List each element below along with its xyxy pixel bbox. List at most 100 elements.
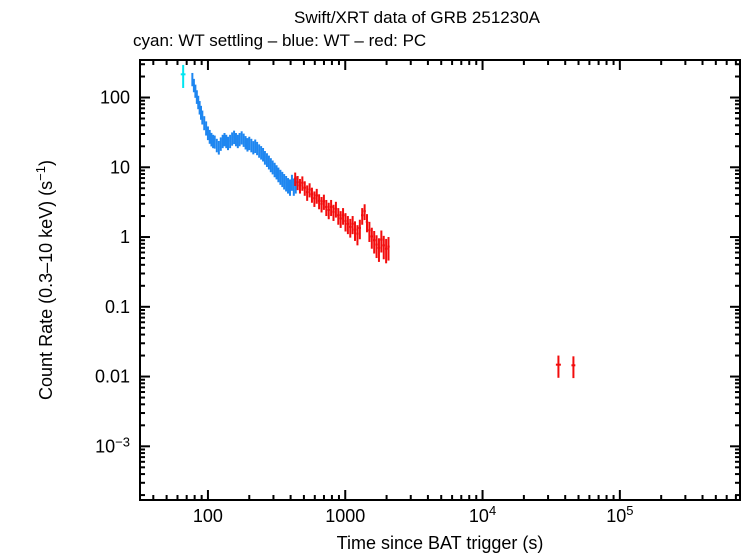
data-point	[246, 138, 249, 152]
data-point	[356, 225, 359, 246]
data-point	[293, 172, 297, 186]
chart-legend: cyan: WT settling – blue: WT – red: PC	[133, 31, 426, 50]
data-point	[191, 72, 194, 87]
data-point	[555, 355, 561, 378]
y-tick-label: 0.01	[95, 367, 130, 387]
data-point	[382, 235, 385, 260]
data-point	[375, 235, 378, 259]
data-point	[203, 116, 206, 131]
data-point	[339, 211, 342, 228]
data-point	[213, 135, 216, 149]
data-point	[377, 238, 381, 262]
data-point	[313, 191, 316, 207]
data-point	[344, 213, 347, 232]
data-point	[215, 138, 218, 153]
data-point	[227, 136, 230, 151]
data-point	[337, 208, 340, 225]
x-axis-label: Time since BAT trigger (s)	[337, 533, 544, 553]
data-point	[287, 178, 290, 194]
data-point	[252, 141, 255, 155]
data-point	[298, 178, 302, 194]
data-point	[370, 227, 373, 249]
data-point	[361, 208, 364, 225]
data-point	[269, 158, 272, 173]
data-point	[275, 165, 278, 180]
data-point	[234, 133, 237, 147]
data-point	[325, 199, 328, 217]
x-tick-label: 105	[606, 503, 633, 526]
data-point	[283, 174, 286, 190]
data-point	[365, 214, 369, 233]
data-point	[322, 194, 326, 210]
data-point	[263, 151, 266, 165]
data-point	[380, 230, 383, 253]
data-point	[320, 196, 323, 213]
data-point	[229, 134, 232, 149]
data-point	[212, 134, 215, 149]
data-point	[248, 136, 251, 151]
data-point	[358, 219, 362, 240]
data-point	[267, 155, 270, 170]
data-point	[387, 237, 390, 261]
data-point	[240, 131, 243, 145]
data-point	[317, 194, 321, 210]
data-point	[201, 110, 204, 125]
data-point	[192, 78, 195, 93]
data-point	[225, 134, 228, 149]
data-point	[258, 144, 261, 158]
data-point	[315, 188, 318, 204]
data-point	[289, 179, 292, 196]
data-point	[208, 129, 211, 144]
data-point	[217, 141, 220, 155]
y-tick-label: 10−3	[95, 434, 130, 456]
data-point	[273, 162, 276, 178]
data-point	[334, 201, 338, 218]
data-point	[265, 153, 268, 167]
data-point	[368, 221, 371, 242]
y-tick-label: 100	[100, 88, 130, 108]
data-point	[301, 176, 304, 191]
data-point	[254, 139, 257, 154]
data-point	[332, 204, 335, 221]
plot-frame	[139, 59, 741, 501]
y-tick-label: 10	[110, 157, 130, 177]
data-point	[223, 133, 226, 147]
data-point	[206, 126, 209, 141]
data-point	[219, 137, 222, 151]
data-point	[384, 238, 388, 264]
data-point	[329, 199, 333, 217]
plot-area: 100 1000 104 105 100 10 1 0.1 0.01 10−3	[95, 59, 741, 526]
data-point	[296, 175, 299, 191]
data-point	[250, 138, 253, 153]
y-tick-label: 1	[120, 227, 130, 247]
data-point	[308, 183, 311, 198]
series-pc	[293, 172, 576, 379]
y-tick-label: 0.1	[105, 297, 130, 317]
data-point	[363, 204, 366, 221]
data-point	[290, 174, 293, 191]
data-point	[353, 221, 357, 241]
data-point	[341, 208, 345, 225]
data-point	[256, 141, 259, 156]
data-point	[271, 160, 274, 175]
data-point	[346, 216, 350, 235]
data-point	[279, 169, 282, 185]
data-point	[205, 121, 208, 136]
data-point	[238, 133, 241, 147]
series-wt	[191, 72, 297, 196]
data-point	[262, 147, 265, 162]
data-point	[327, 202, 330, 220]
y-axis-label: Count Rate (0.3–10 keV) (s−1)	[33, 160, 56, 400]
data-point	[303, 181, 306, 196]
data-point	[349, 218, 352, 238]
series-wt-settling	[180, 64, 186, 88]
data-point	[285, 175, 288, 192]
data-point	[221, 134, 224, 149]
data-point	[260, 146, 263, 160]
x-tick-label: 1000	[325, 506, 365, 526]
data-point	[310, 187, 314, 203]
data-point	[236, 134, 239, 149]
data-point	[305, 185, 309, 201]
